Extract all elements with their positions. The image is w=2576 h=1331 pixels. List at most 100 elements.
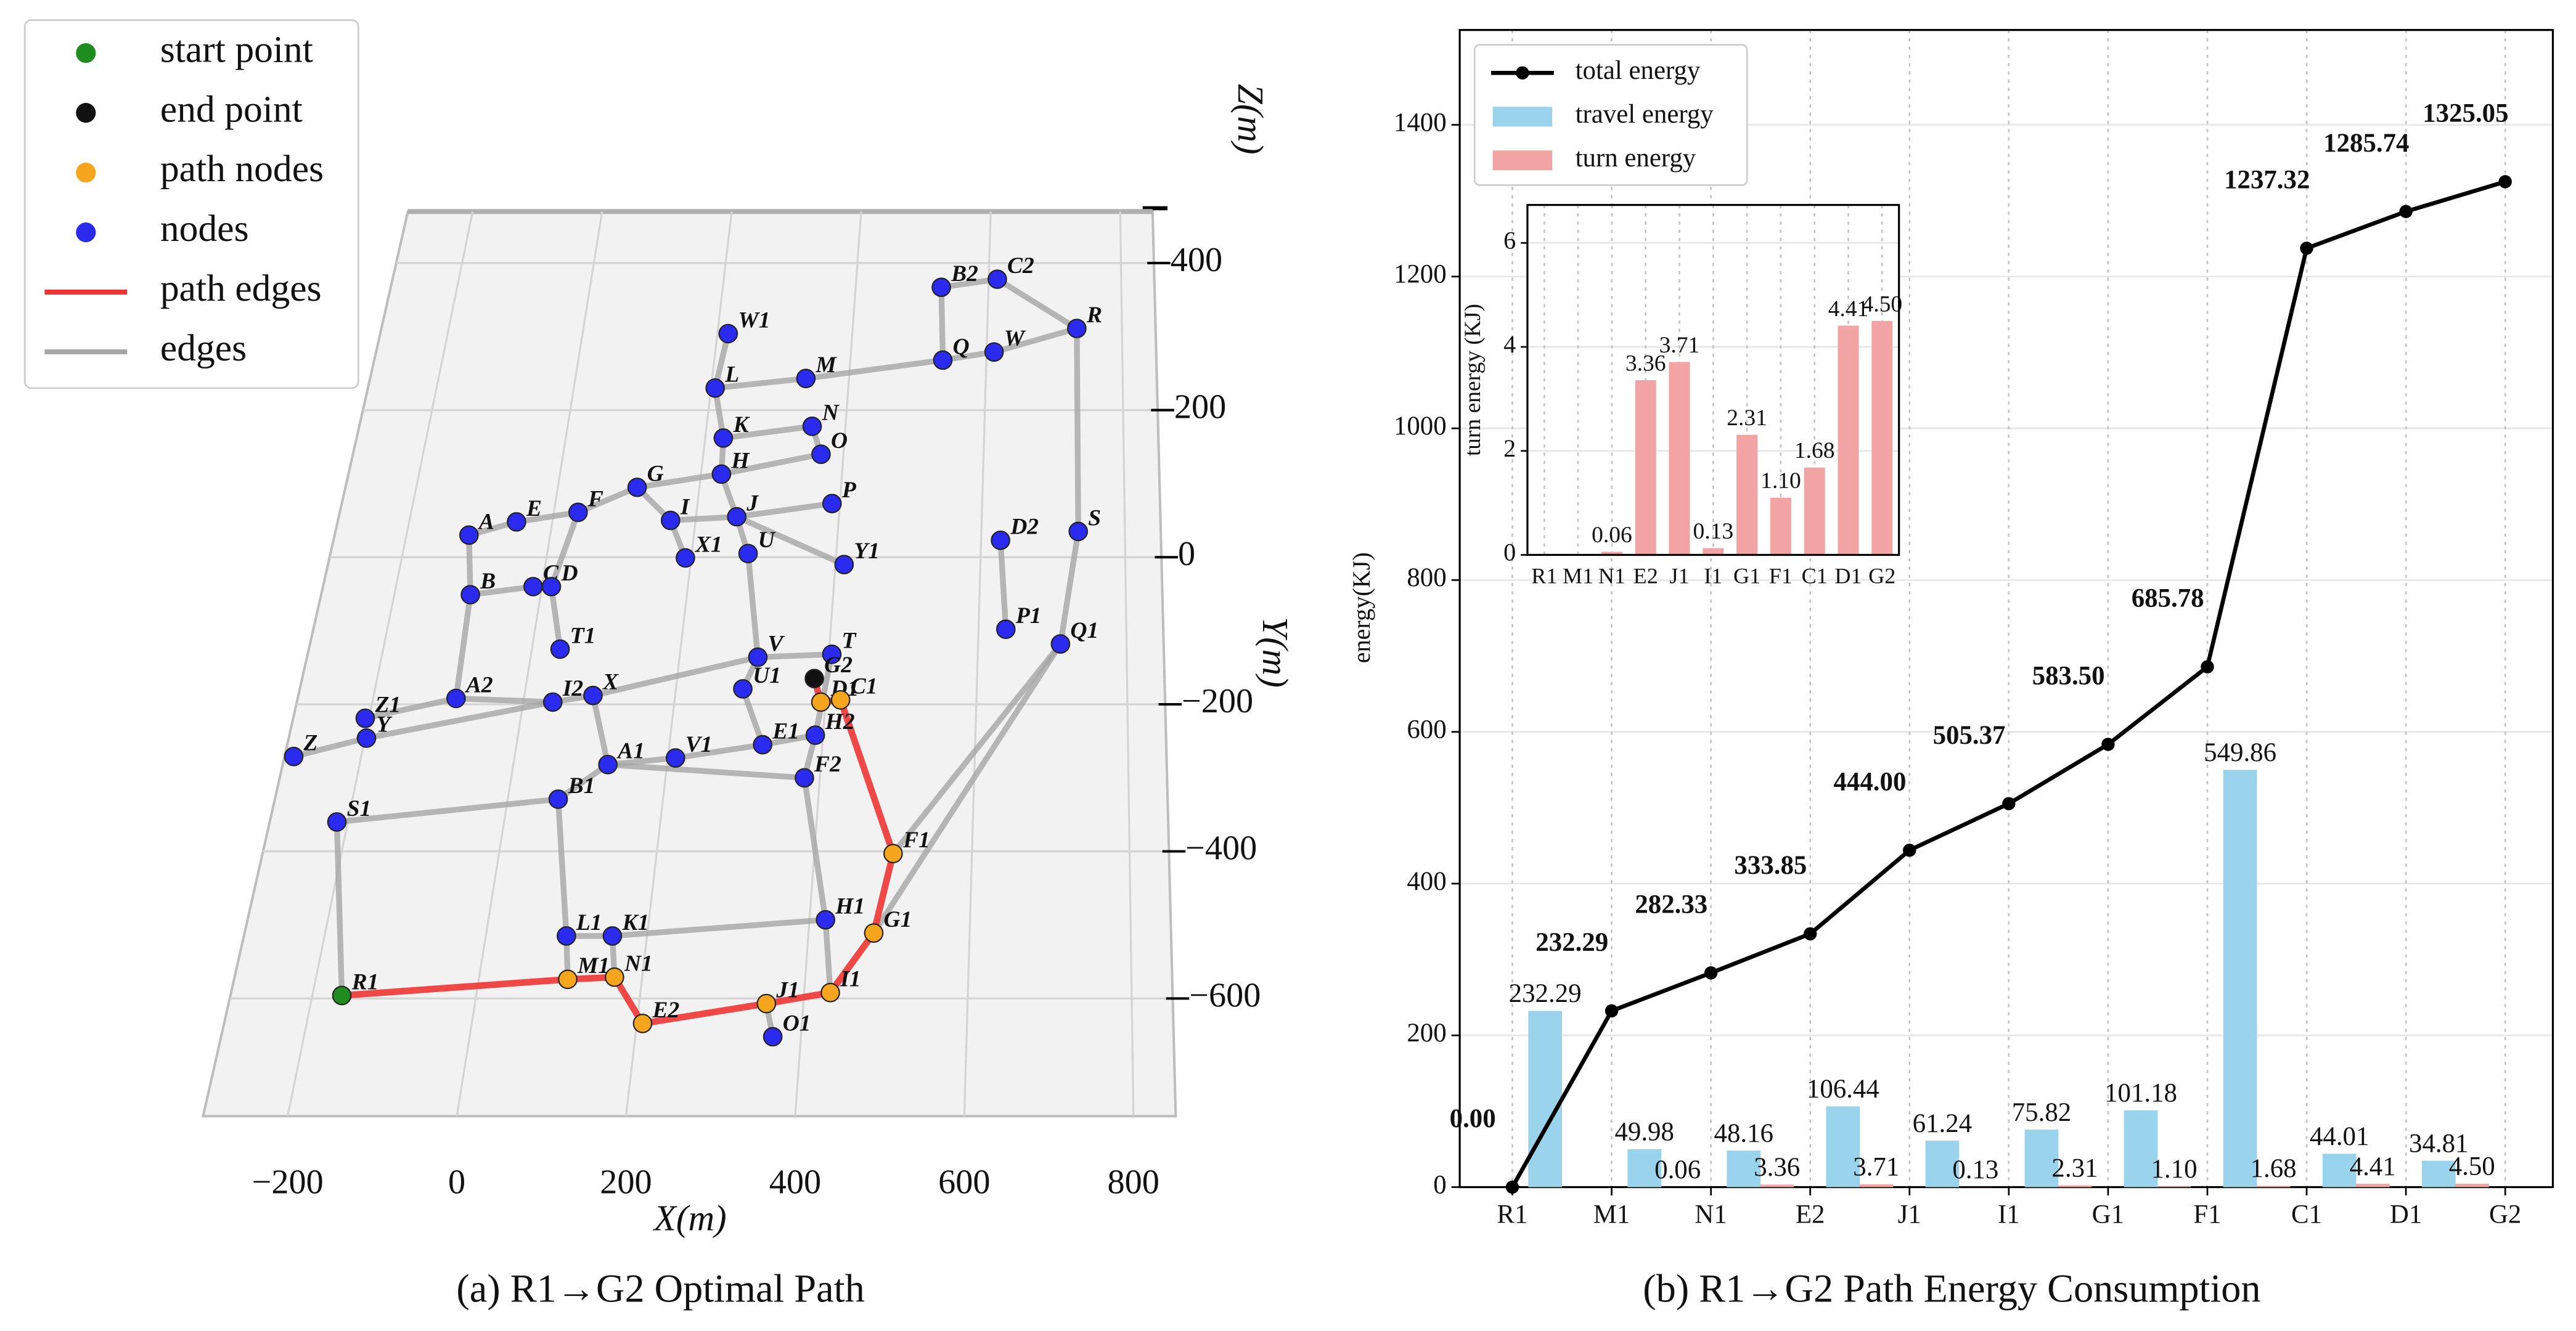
edge [734, 500, 835, 520]
node [548, 789, 568, 809]
line-point [1605, 1004, 1619, 1018]
x-tick-label: G2 [1868, 563, 1895, 588]
edge [548, 509, 581, 590]
legend-label: start point [160, 28, 313, 70]
node-label: N [822, 401, 840, 426]
x-tick-label: J1 [1898, 1200, 1921, 1229]
node [558, 969, 578, 990]
x-tick-label: G2 [2489, 1200, 2521, 1229]
node-label: G2 [824, 653, 853, 678]
line-point [2399, 205, 2413, 218]
node-label: I2 [562, 676, 583, 701]
x-tick-label: I1 [1704, 563, 1722, 588]
node-label: Q1 [1070, 618, 1098, 643]
node-label: N1 [624, 951, 653, 977]
x-tick-label: C1 [1802, 563, 1828, 588]
line-value-label: 232.29 [1535, 928, 1608, 957]
edge [938, 284, 946, 364]
node-label: Z1 [375, 692, 401, 717]
node [727, 507, 746, 527]
x-tick-label: E2 [1796, 1200, 1825, 1229]
node [632, 1014, 653, 1033]
edge [754, 651, 835, 661]
node-label: G1 [884, 907, 912, 932]
y-axis-label: turn energy (KJ) [1460, 304, 1486, 456]
node-label: Q [953, 334, 970, 359]
node [718, 324, 738, 344]
edge [466, 532, 473, 598]
node-label: U1 [753, 663, 781, 688]
path-edge [763, 989, 834, 1007]
edge [590, 692, 611, 768]
x-tick-label: F1 [1769, 563, 1793, 588]
x-tick-label: 800 [1108, 1163, 1159, 1202]
node [711, 464, 732, 484]
edge [548, 584, 563, 653]
y-tick-label: 1000 [1394, 412, 1447, 441]
line-value-label: 583.50 [2032, 662, 2105, 691]
edge [1074, 325, 1081, 535]
bar [2124, 1110, 2158, 1187]
line-point [2201, 660, 2214, 674]
legend-label: edges [160, 327, 247, 369]
bar [2322, 1154, 2357, 1187]
edge [720, 423, 816, 441]
node [834, 555, 854, 575]
bar-value-label: 1.68 [1794, 438, 1835, 463]
edge [803, 357, 946, 381]
y-tick-label: −600 [1189, 976, 1261, 1014]
node [523, 577, 543, 596]
bar-value-label: 549.86 [2204, 738, 2276, 767]
legend-swatch [1492, 150, 1553, 171]
x-tick-label: D1 [1834, 563, 1862, 588]
caption-a: (a) R1→G2 Optimal Path [456, 1267, 864, 1311]
node [864, 923, 884, 943]
line-value-label: 505.37 [1933, 721, 2006, 750]
bar-value-label: 0.13 [1693, 519, 1733, 544]
node-label: E2 [652, 998, 680, 1023]
node [796, 368, 816, 389]
bar-value-label: 3.36 [1754, 1153, 1800, 1182]
bar-value-label: 3.36 [1625, 351, 1666, 376]
line-value-label: 0.00 [1450, 1104, 1496, 1133]
line-value-label: 1325.05 [2423, 99, 2508, 128]
y-tick-label: 0 [1433, 1170, 1446, 1199]
line-value-label: 282.33 [1635, 890, 1707, 919]
edge [555, 762, 611, 802]
node-label: E [526, 496, 542, 521]
edge [994, 276, 1080, 332]
node [666, 748, 685, 768]
grid-line [1119, 211, 1135, 1117]
node-label: L1 [576, 910, 602, 935]
node-label: H1 [835, 894, 865, 919]
node-label: H2 [825, 709, 855, 735]
grid-line [624, 211, 733, 1117]
edge [668, 513, 740, 524]
node-label: L [724, 362, 739, 388]
edge [590, 654, 761, 699]
x-tick-label: F1 [2193, 1200, 2221, 1229]
node-label: K [733, 412, 751, 438]
bar [1528, 1011, 1563, 1187]
y-tick-label: 600 [1407, 715, 1446, 744]
bar [1826, 1106, 1860, 1187]
node [991, 531, 1010, 550]
path-edge [827, 929, 877, 996]
node-label: O [831, 428, 848, 454]
node [1068, 521, 1089, 542]
legend-label: nodes [160, 208, 249, 250]
bar-value-label: 1.10 [2151, 1155, 2198, 1184]
y-axis-label: energy(KJ) [1347, 552, 1375, 663]
node-label: T1 [570, 623, 596, 648]
y-tick-label: 400 [1407, 867, 1446, 896]
node [748, 647, 768, 667]
edge [870, 641, 1064, 936]
legend-label: turn energy [1576, 144, 1696, 173]
node-label: J [746, 490, 759, 516]
node-label: F [587, 486, 603, 511]
x-tick-label: C1 [2291, 1200, 2322, 1229]
bar-value-label: 61.24 [1913, 1109, 1972, 1138]
bar-value-label: 3.71 [1659, 333, 1700, 358]
node [459, 525, 479, 545]
bar [2455, 1183, 2489, 1187]
